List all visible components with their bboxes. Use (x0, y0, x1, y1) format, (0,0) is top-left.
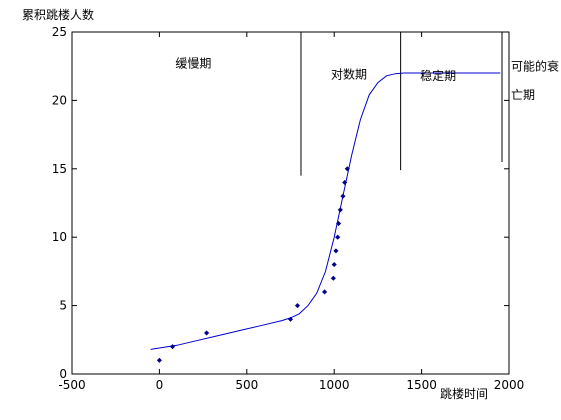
data-point (333, 248, 339, 254)
y-axis-label: 累积跳楼人数 (22, 7, 94, 22)
x-tick-label: 1000 (319, 378, 350, 392)
phase-label: 稳定期 (420, 68, 456, 83)
phase-label: 对数期 (331, 67, 367, 82)
data-point (169, 343, 176, 350)
y-tick-label: 15 (52, 162, 67, 176)
data-point (335, 220, 342, 227)
data-point (156, 357, 163, 363)
data-point (331, 261, 337, 268)
data-point (321, 289, 328, 295)
fitted-curve (150, 72, 501, 350)
phase-label: 亡期 (511, 88, 535, 102)
x-tick-label: 500 (235, 378, 258, 392)
x-tick-label: 0 (156, 378, 164, 392)
plot-frame (71, 31, 510, 375)
y-tick-label: 25 (52, 25, 67, 39)
y-tick-label: 10 (52, 230, 67, 244)
phase-label: 缓慢期 (175, 57, 211, 71)
data-point (335, 234, 341, 240)
y-tick-label: 0 (59, 367, 67, 381)
data-point (337, 207, 343, 213)
data-point (294, 302, 301, 309)
x-tick-label: 2000 (494, 378, 525, 392)
data-point (203, 330, 210, 336)
x-axis-label: 跳楼时间 (440, 386, 488, 401)
data-point (287, 316, 294, 322)
phase-label: 可能的衰 (511, 58, 559, 73)
y-tick-label: 20 (52, 93, 67, 107)
y-tick-label: 5 (59, 299, 67, 313)
data-point (344, 166, 350, 172)
data-point (340, 193, 346, 199)
data-point (342, 179, 348, 186)
x-tick-label: -500 (58, 378, 85, 392)
x-tick-label: 1500 (406, 378, 437, 392)
data-point (330, 275, 336, 281)
